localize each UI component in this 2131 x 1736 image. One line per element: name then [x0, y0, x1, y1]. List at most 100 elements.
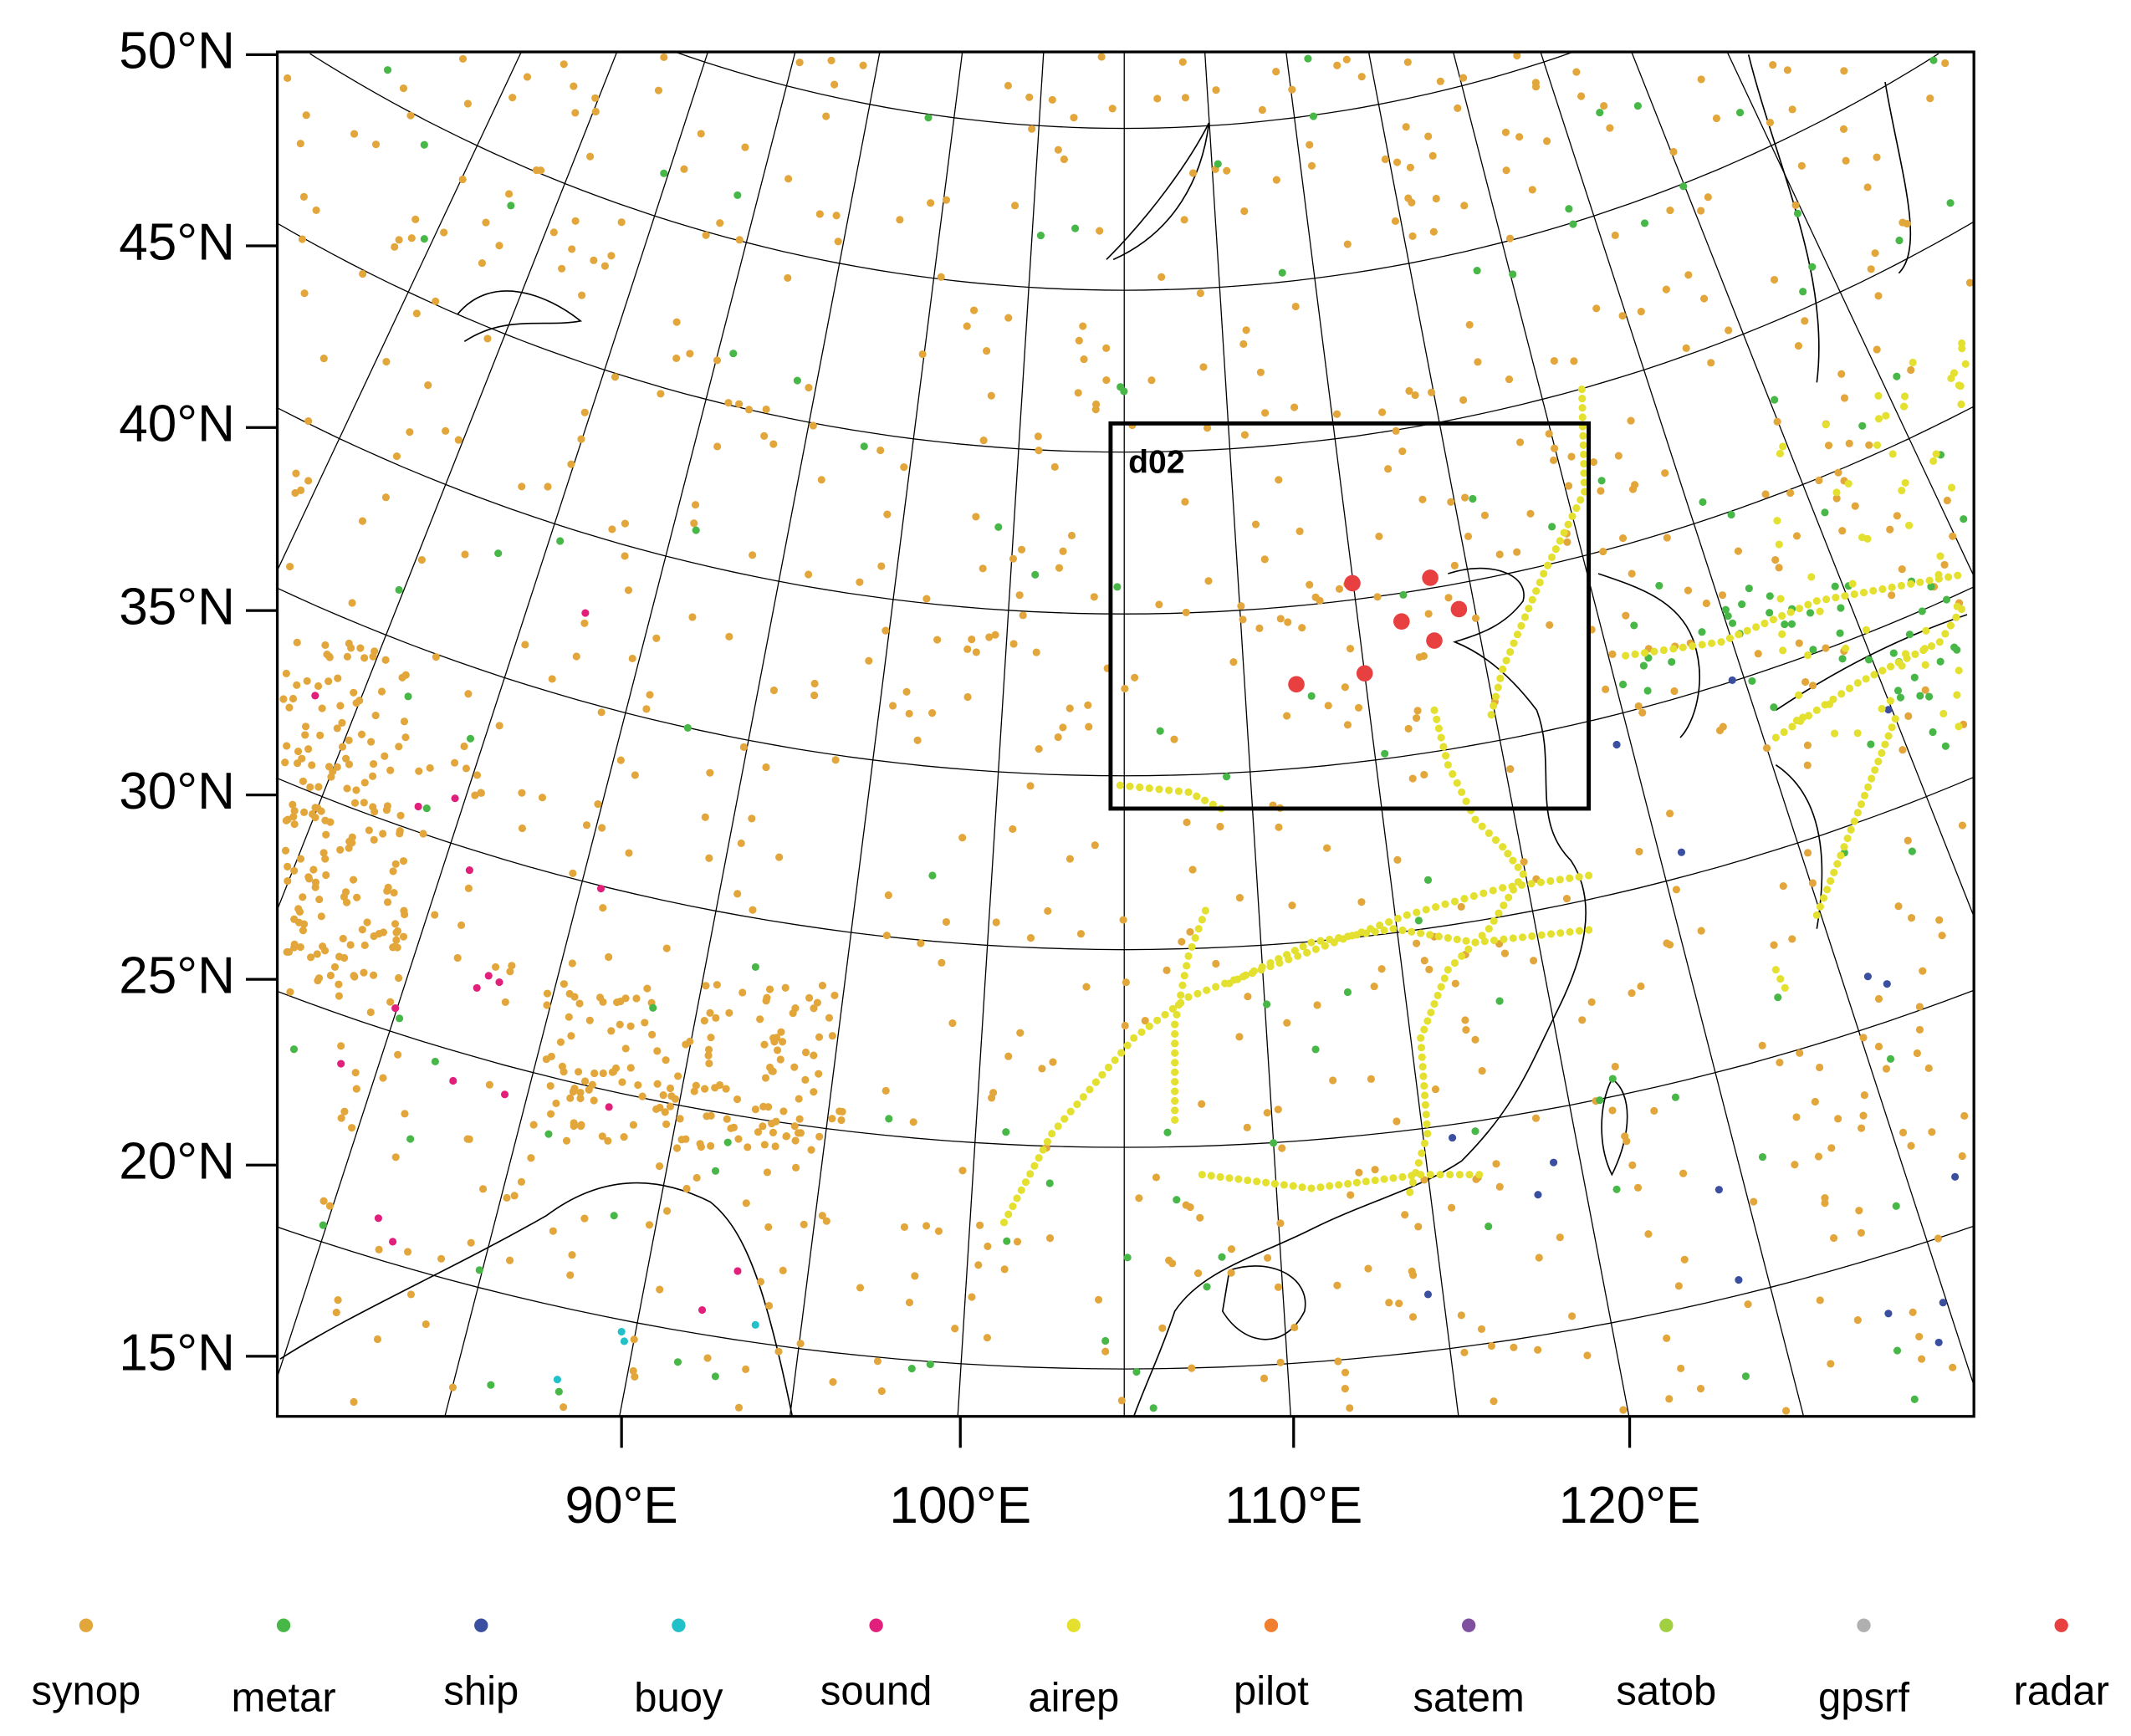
obs-dot — [645, 1221, 654, 1229]
parallel — [277, 406, 1975, 615]
obs-dot — [1779, 646, 1787, 655]
obs-dot — [1066, 704, 1074, 712]
obs-dot — [314, 682, 323, 691]
obs-dot — [1417, 929, 1425, 937]
obs-dot — [1171, 1029, 1179, 1039]
obs-dot — [1333, 1281, 1341, 1289]
obs-dot — [1699, 498, 1707, 507]
obs-dot — [1188, 169, 1198, 177]
obs-dot — [1873, 441, 1882, 449]
obs-dot — [580, 408, 589, 416]
obs-dot — [972, 513, 980, 521]
obs-dot — [1871, 249, 1879, 258]
obs-dot — [884, 891, 892, 900]
obs-dot — [1808, 879, 1817, 887]
obs-dot — [626, 1022, 635, 1030]
obs-dot — [928, 871, 937, 880]
obs-dot — [1644, 1230, 1653, 1238]
obs-dot — [1958, 1151, 1966, 1161]
obs-dot — [1460, 202, 1469, 210]
obs-dot — [576, 1088, 585, 1097]
obs-dot — [506, 968, 514, 976]
obs-dot — [1490, 936, 1499, 945]
obs-dot — [1638, 708, 1647, 717]
obs-dot — [781, 983, 790, 992]
obs-dot — [701, 813, 709, 821]
obs-dot — [1097, 53, 1106, 61]
obs-dot — [381, 493, 390, 502]
obs-dot — [1495, 1182, 1504, 1191]
obs-dot — [538, 794, 547, 802]
obs-dot — [1401, 1211, 1409, 1219]
obs-dot — [1702, 599, 1710, 608]
obs-dot — [419, 830, 427, 838]
obs-dot — [1362, 1177, 1370, 1186]
obs-dot — [611, 373, 620, 381]
obs-dot — [1165, 786, 1173, 794]
obs-dot — [1453, 935, 1461, 943]
obs-dot — [334, 1296, 342, 1305]
obs-dot — [1130, 1034, 1138, 1042]
obs-dot — [1278, 268, 1286, 277]
legend-swatch — [1461, 1618, 1476, 1632]
obs-dot — [1606, 124, 1614, 132]
obs-dot — [371, 140, 381, 149]
obs-dot — [1525, 605, 1533, 613]
obs-dot — [1122, 978, 1130, 987]
lat-label: 40°N — [119, 396, 235, 453]
obs-dot — [829, 1378, 837, 1386]
obs-dot — [1242, 971, 1250, 979]
obs-dot — [1579, 441, 1587, 449]
obs-dot — [1811, 1097, 1819, 1106]
obs-dot — [604, 1136, 612, 1145]
obs-dot — [1920, 645, 1929, 653]
obs-dot — [461, 550, 469, 559]
obs-dot — [1196, 289, 1204, 298]
obs-dot — [1697, 927, 1705, 935]
obs-dot — [342, 898, 351, 906]
obs-dot — [399, 857, 408, 865]
obs-dot — [1222, 773, 1231, 781]
obs-dot — [1935, 638, 1944, 646]
obs-dot — [1316, 937, 1325, 945]
obs-dot — [942, 917, 950, 927]
obs-dot — [1611, 231, 1619, 240]
obs-dot — [1352, 1178, 1361, 1187]
obs-dot — [369, 759, 378, 768]
obs-dot — [1406, 163, 1414, 171]
coastline — [1601, 1078, 1628, 1177]
obs-dot — [707, 1111, 715, 1120]
obs-dot — [1116, 781, 1124, 789]
obs-dot — [1461, 493, 1469, 502]
obs-dot — [1362, 929, 1370, 937]
obs-dot — [422, 804, 431, 813]
obs-dot — [1408, 1178, 1417, 1187]
obs-dot — [322, 871, 330, 880]
obs-dot — [1171, 1059, 1179, 1067]
obs-dot — [1433, 715, 1441, 723]
obs-dot — [756, 1015, 764, 1024]
obs-dot — [626, 1064, 635, 1072]
obs-dot — [1596, 109, 1604, 117]
obs-dot — [357, 730, 366, 738]
obs-dot — [1352, 931, 1361, 939]
obs-dot — [333, 724, 341, 733]
obs-dot — [1045, 1179, 1054, 1187]
obs-dot — [983, 1334, 991, 1342]
obs-dot — [653, 1047, 662, 1055]
coastline — [1132, 567, 1587, 1417]
obs-dot — [1108, 105, 1117, 113]
axis-labels: 50°N45°N40°N35°N30°N25°N20°N15°N90°E 100°… — [119, 23, 1700, 1535]
obs-dot — [1583, 1351, 1592, 1360]
obs-dot — [1434, 932, 1443, 941]
obs-dot — [440, 228, 448, 237]
obs-dot — [1915, 1025, 1924, 1034]
obs-dot — [742, 1199, 750, 1208]
obs-dot — [431, 1057, 439, 1066]
obs-dot — [325, 677, 333, 686]
obs-dot — [1186, 1202, 1194, 1212]
obs-dot — [286, 562, 294, 571]
obs-dot — [1786, 488, 1795, 498]
obs-dot — [1090, 593, 1098, 601]
obs-dot — [1311, 593, 1320, 601]
